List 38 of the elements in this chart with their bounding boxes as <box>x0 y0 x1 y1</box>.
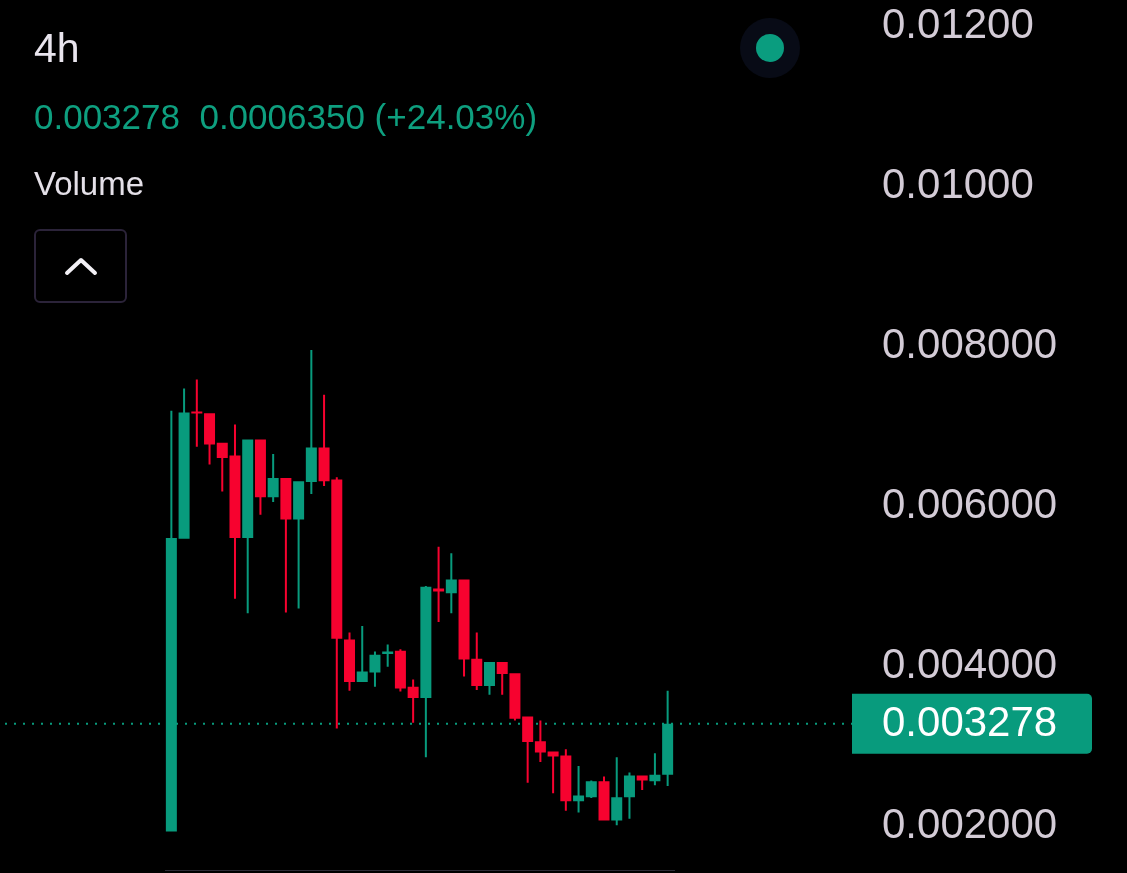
candlestick <box>547 751 559 794</box>
candlestick <box>445 553 457 614</box>
candlestick <box>356 626 368 682</box>
y-tick-label: 0.01200 <box>882 0 1034 47</box>
candlestick <box>483 662 495 695</box>
candlestick <box>254 439 266 515</box>
candlestick <box>407 679 419 723</box>
ref-line-label: 0.003278 <box>882 698 1058 746</box>
chart-title: 4h <box>34 24 80 72</box>
candlestick <box>280 478 292 613</box>
candlestick <box>585 780 597 798</box>
candlestick <box>382 644 394 667</box>
candlestick <box>204 413 216 465</box>
text: Volume <box>34 164 145 204</box>
candlestick <box>598 776 610 821</box>
text: 0.003278 0.0006350 (+24.03%) <box>34 96 538 138</box>
y-tick-label: 0.008000 <box>882 319 1058 367</box>
candlestick <box>433 546 445 622</box>
candlestick <box>267 454 279 502</box>
candlestick <box>611 757 623 826</box>
candlestick <box>305 350 317 494</box>
candlestick <box>560 749 572 811</box>
y-tick-label: 0.002000 <box>882 799 1058 847</box>
candlestick <box>573 766 585 813</box>
candlestick <box>242 439 254 614</box>
candlestick <box>191 379 203 447</box>
candlestick <box>522 716 534 783</box>
candlestick <box>344 632 356 691</box>
candlestick <box>534 720 546 762</box>
y-tick-label: 0.01000 <box>882 159 1034 207</box>
candlestick <box>178 388 190 539</box>
candlestick <box>369 651 381 687</box>
y-tick-label: 0.006000 <box>882 479 1058 527</box>
candlestick <box>293 481 305 609</box>
candlestick <box>649 753 661 786</box>
candlestick <box>394 649 406 692</box>
candlestick <box>623 772 635 819</box>
y-tick-label: 0.004000 <box>882 639 1058 687</box>
